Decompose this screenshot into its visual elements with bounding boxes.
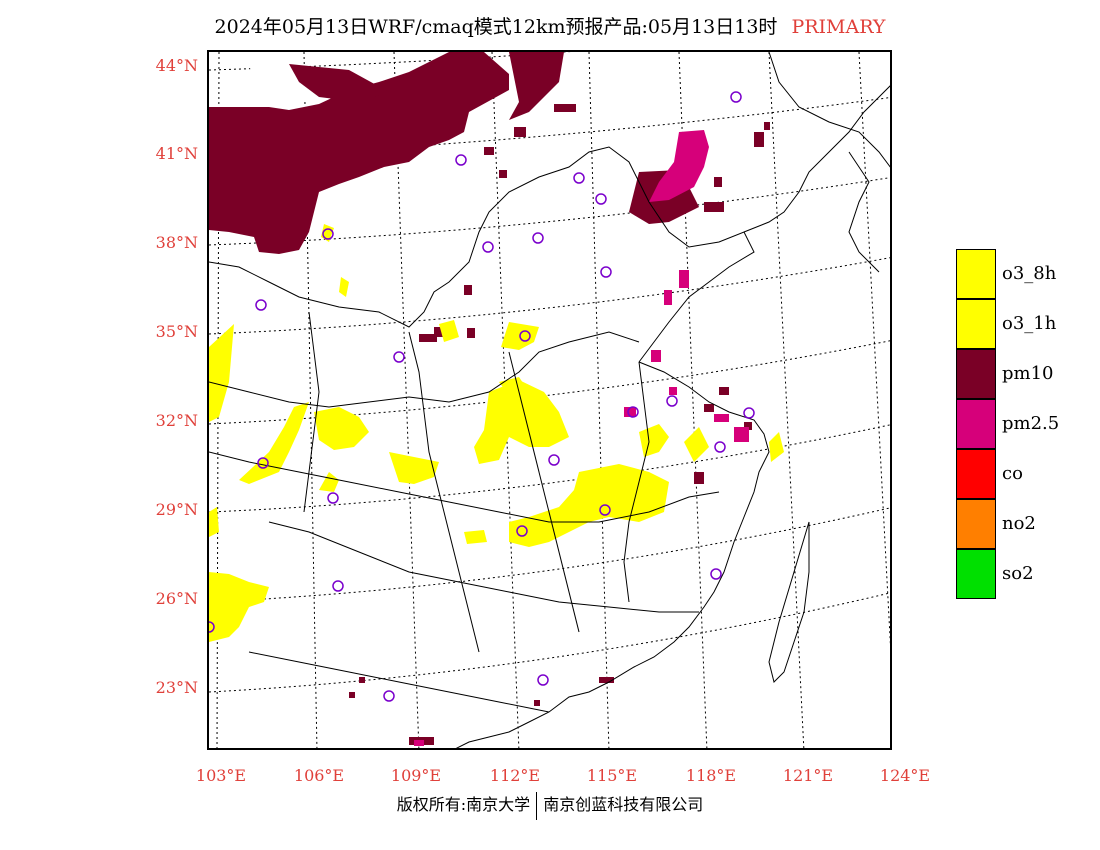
- title-text: 2024年05月13日WRF/cmaq模式12km预报产品:05月13日13时: [214, 16, 778, 38]
- legend-item-no2: no2: [956, 499, 1076, 549]
- footer-copyright: 版权所有:南京大学 南京创蓝科技有限公司: [0, 791, 1100, 820]
- legend-item-pm10: pm10: [956, 349, 1076, 399]
- lon-label-124: 124°E: [879, 766, 931, 785]
- lat-label-29: 29°N: [155, 500, 198, 519]
- legend-swatch: [956, 449, 996, 499]
- lon-label-121: 121°E: [782, 766, 834, 785]
- legend-item-o3-1h: o3_1h: [956, 299, 1076, 349]
- legend-swatch: [956, 549, 996, 599]
- company-text: 南京创蓝科技有限公司: [543, 795, 704, 814]
- lon-label-106: 106°E: [293, 766, 345, 785]
- station-markers: [209, 91, 755, 702]
- legend-label: o3_8h: [1002, 263, 1057, 284]
- legend-label: pm2.5: [1002, 413, 1060, 434]
- legend-item-so2: so2: [956, 549, 1076, 599]
- legend-item-o3-8h: o3_8h: [956, 249, 1076, 299]
- lat-label-32: 32°N: [155, 411, 198, 430]
- copyright-text: 版权所有:南京大学: [396, 795, 531, 814]
- legend-swatch: [956, 249, 996, 299]
- legend-swatch: [956, 399, 996, 449]
- lat-label-23: 23°N: [155, 678, 198, 697]
- map-panel: [207, 50, 892, 750]
- footer-divider: [536, 791, 538, 820]
- lat-label-26: 26°N: [155, 589, 198, 608]
- lon-label-112: 112°E: [489, 766, 541, 785]
- legend-swatch: [956, 349, 996, 399]
- lon-label-118: 118°E: [685, 766, 737, 785]
- lon-label-103: 103°E: [195, 766, 247, 785]
- lon-label-109: 109°E: [390, 766, 442, 785]
- map-title: 2024年05月13日WRF/cmaq模式12km预报产品:05月13日13时 P…: [0, 12, 1100, 39]
- legend-swatch: [956, 499, 996, 549]
- legend-item-co: co: [956, 449, 1076, 499]
- lat-label-38: 38°N: [155, 233, 198, 252]
- legend-label: co: [1002, 463, 1023, 484]
- legend: o3_8h o3_1h pm10 pm2.5 co no2 so2: [956, 249, 1076, 599]
- boundaries: [209, 52, 890, 748]
- lat-label-41: 41°N: [155, 144, 198, 163]
- primary-tag: PRIMARY: [791, 16, 886, 38]
- lon-label-115: 115°E: [586, 766, 638, 785]
- pm25-areas: [209, 130, 749, 746]
- pollution-map: [209, 52, 890, 748]
- legend-label: pm10: [1002, 363, 1054, 384]
- lat-label-35: 35°N: [155, 322, 198, 341]
- legend-label: so2: [1002, 563, 1034, 584]
- legend-label: no2: [1002, 513, 1036, 534]
- legend-label: o3_1h: [1002, 313, 1057, 334]
- legend-item-pm25: pm2.5: [956, 399, 1076, 449]
- lat-label-44: 44°N: [155, 56, 198, 75]
- legend-swatch: [956, 299, 996, 349]
- o3-areas: [209, 224, 784, 642]
